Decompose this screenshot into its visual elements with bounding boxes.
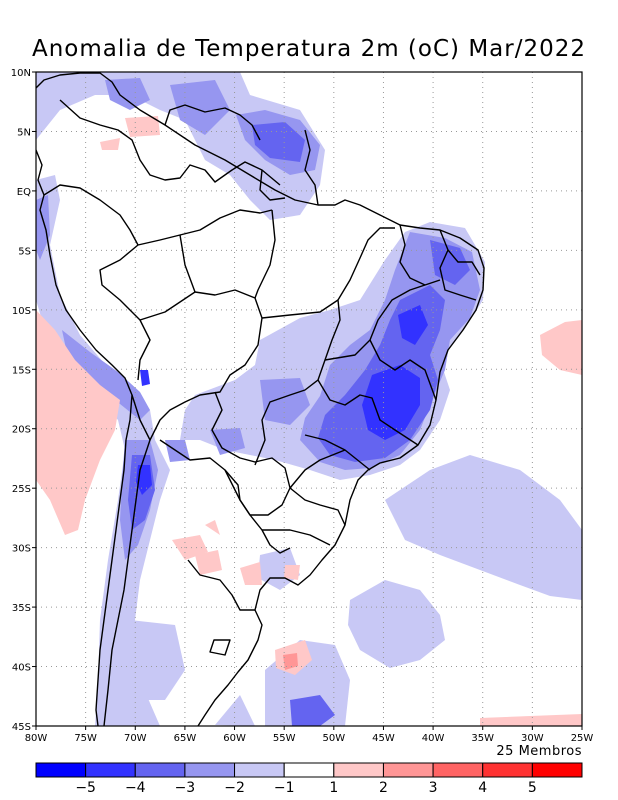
country-borders <box>59 99 281 186</box>
country-borders <box>262 529 331 546</box>
country-borders <box>254 227 395 466</box>
lat-tick-label: 35S <box>12 603 31 614</box>
country-borders <box>139 289 263 441</box>
lon-tick-label: 65W <box>174 733 197 744</box>
colorbar-bin <box>184 762 236 778</box>
colorbar-bin <box>333 762 384 778</box>
lake <box>209 639 231 656</box>
latitude-axis: 10N 5N EQ 5S 10S 15S 20S 25S 30S 35S 40S 45S <box>11 68 36 733</box>
country-borders <box>103 394 151 726</box>
colorbar-bin <box>234 762 285 778</box>
lat-tick-label: 25S <box>12 484 31 495</box>
ensemble-members-label: 25 Membros <box>496 744 582 759</box>
state-borders <box>317 379 419 446</box>
lon-tick-label: 55W <box>273 733 296 744</box>
lon-tick-label: 35W <box>471 733 494 744</box>
colorbar-label: −1 <box>274 780 295 796</box>
lon-tick-label: 50W <box>323 733 346 744</box>
lat-tick-label: 5N <box>17 127 31 138</box>
state-borders <box>179 234 196 293</box>
lon-tick-label: 70W <box>124 733 147 744</box>
anomaly-level-plus2 <box>283 653 298 670</box>
colorbar-bin <box>432 762 484 778</box>
anomaly-fields <box>36 72 582 726</box>
lat-tick-label: 20S <box>12 425 31 436</box>
lat-tick-label: 10S <box>12 306 31 317</box>
lat-tick-label: 15S <box>12 365 31 376</box>
state-borders <box>324 279 441 361</box>
state-borders <box>289 449 346 489</box>
colorbar-label: 3 <box>429 780 438 796</box>
country-borders <box>304 129 319 206</box>
colorbar-label: −4 <box>125 780 146 796</box>
state-borders <box>399 224 426 286</box>
lat-tick-label: 10N <box>11 68 31 79</box>
colorbar-bin <box>283 762 335 778</box>
lat-tick-label: 45S <box>12 722 31 733</box>
lon-tick-label: 80W <box>25 733 48 744</box>
state-borders <box>439 249 477 301</box>
colorbar-bin <box>382 762 434 778</box>
lat-tick-label: 5S <box>18 246 31 257</box>
lon-tick-label: 40W <box>422 733 445 744</box>
country-borders <box>187 559 255 611</box>
map-title: Anomalia de Temperatura 2m (oC) Mar/2022 <box>32 36 586 62</box>
colorbar-bin <box>531 762 583 778</box>
colorbar-label: 1 <box>329 780 338 796</box>
anomaly-level-plus1 <box>36 116 582 726</box>
colorbar-label: 2 <box>379 780 388 796</box>
continent-coastline <box>36 72 485 726</box>
state-borders <box>261 299 339 319</box>
state-borders <box>439 229 481 276</box>
lon-tick-label: 45W <box>372 733 395 744</box>
colorbar-label: 5 <box>528 780 537 796</box>
country-borders <box>159 439 291 554</box>
colorbar-label: −5 <box>75 780 96 796</box>
map-gridlines <box>36 72 582 726</box>
colorbar-label: 4 <box>478 780 487 796</box>
colorbar-bin <box>482 762 533 778</box>
lon-tick-label: 75W <box>74 733 97 744</box>
country-borders <box>43 184 151 381</box>
lat-tick-label: 40S <box>12 663 31 674</box>
colorbar-label: −3 <box>175 780 196 796</box>
anomaly-level-minus4 <box>136 305 428 495</box>
colorbar-bin <box>85 762 136 778</box>
lat-tick-label: EQ <box>17 187 31 198</box>
colorbar-bin <box>134 762 186 778</box>
lon-tick-label: 60W <box>223 733 246 744</box>
country-borders <box>289 487 346 526</box>
state-borders <box>254 209 276 299</box>
lon-tick-label: 30W <box>521 733 544 744</box>
country-borders <box>259 169 286 201</box>
longitude-axis: 80W 75W 70W 65W 60W 55W 50W 45W 40W 35W 30W 25W <box>25 726 594 744</box>
country-borders <box>164 104 261 141</box>
pacific-coastline <box>36 149 133 726</box>
lat-tick-label: 30S <box>12 544 31 555</box>
political-boundaries <box>36 72 485 726</box>
colorbar-bin <box>35 762 87 778</box>
colorbar-label: −2 <box>224 780 245 796</box>
colorbar: −5 −4 −3 −2 −1 1 2 3 4 5 <box>35 762 583 796</box>
state-borders <box>369 339 437 401</box>
country-borders <box>137 209 273 246</box>
lon-tick-label: 25W <box>571 733 594 744</box>
plot-frame <box>35 71 583 727</box>
